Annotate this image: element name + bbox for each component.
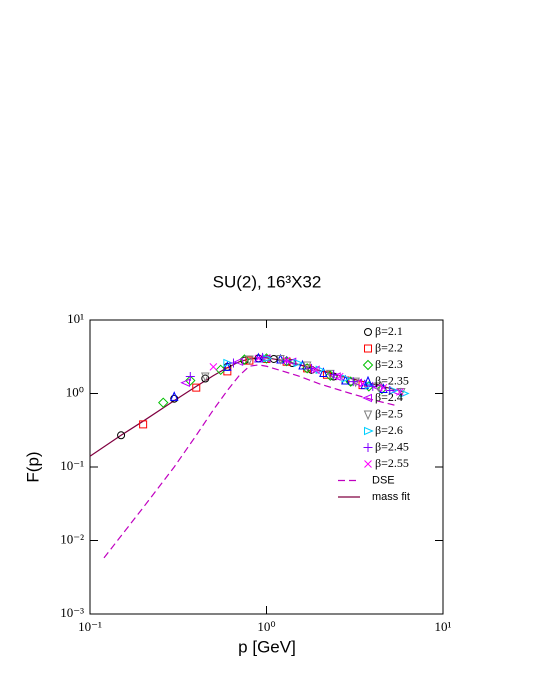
y-axis-label: F(p) bbox=[23, 451, 42, 482]
legend-marker bbox=[364, 344, 372, 353]
data-point bbox=[281, 356, 292, 367]
data-point bbox=[319, 367, 328, 378]
data-point bbox=[293, 358, 304, 368]
legend-label: β=2.4 bbox=[375, 390, 403, 404]
legend-marker bbox=[364, 460, 372, 468]
data-point bbox=[223, 361, 232, 371]
y-tick-label: 10¹ bbox=[67, 311, 84, 326]
x-axis-label: p [GeV] bbox=[238, 637, 296, 656]
data-point bbox=[185, 372, 195, 382]
data-point bbox=[245, 356, 254, 365]
y-tick-label: 10⁻³ bbox=[60, 605, 84, 620]
legend-marker bbox=[363, 443, 373, 452]
chart-title: SU(2), 16³X32 bbox=[213, 272, 322, 291]
legend-label: β=2.1 bbox=[375, 324, 403, 338]
curve bbox=[103, 364, 398, 559]
y-tick-label: 10⁻¹ bbox=[60, 458, 84, 473]
legend-label: β=2.2 bbox=[375, 340, 403, 354]
legend-label: β=2.3 bbox=[375, 357, 403, 371]
data-point bbox=[228, 358, 238, 368]
data-point bbox=[233, 357, 244, 367]
data-point bbox=[185, 375, 196, 386]
data-point bbox=[368, 381, 378, 391]
legend-marker bbox=[364, 426, 374, 436]
legend-label: DSE bbox=[372, 474, 395, 486]
legend-marker bbox=[363, 410, 373, 421]
data-point bbox=[329, 370, 339, 380]
data-point bbox=[117, 431, 126, 440]
data-point bbox=[245, 355, 254, 366]
y-tick-label: 10⁻² bbox=[60, 531, 84, 546]
legend-marker bbox=[363, 375, 373, 386]
data-point bbox=[215, 364, 226, 376]
data-point bbox=[379, 383, 388, 392]
data-point bbox=[348, 377, 358, 387]
legend-marker bbox=[363, 328, 373, 336]
legend-marker bbox=[362, 393, 372, 403]
legend-label: β=2.35 bbox=[375, 373, 409, 387]
data-point bbox=[269, 354, 278, 363]
data-point bbox=[276, 354, 285, 365]
legend-label: β=2.45 bbox=[375, 439, 409, 453]
legend-label: β=2.6 bbox=[375, 423, 403, 437]
data-point bbox=[301, 363, 313, 374]
data-point bbox=[335, 372, 344, 381]
data-point bbox=[169, 391, 179, 401]
legend-label: β=2.55 bbox=[375, 456, 409, 470]
data-point bbox=[282, 356, 291, 365]
y-tick-label: 10⁰ bbox=[66, 384, 84, 399]
data-point bbox=[311, 365, 320, 374]
legend-marker bbox=[362, 359, 374, 371]
data-point bbox=[254, 352, 263, 363]
data-point bbox=[223, 358, 234, 368]
data-point bbox=[358, 380, 367, 388]
data-point bbox=[239, 354, 250, 365]
data-point bbox=[201, 372, 210, 383]
data-point bbox=[286, 357, 297, 367]
data-point bbox=[158, 397, 169, 408]
x-tick-label: 10⁰ bbox=[257, 619, 275, 634]
data-point bbox=[192, 383, 201, 392]
legend-label: mass fit bbox=[372, 491, 410, 503]
data-point bbox=[254, 354, 263, 363]
data-point bbox=[180, 378, 191, 388]
data-point bbox=[223, 367, 232, 376]
x-tick-label: 10⁻¹ bbox=[78, 619, 102, 634]
data-point bbox=[399, 389, 410, 398]
data-point bbox=[139, 420, 148, 429]
x-tick-label: 10¹ bbox=[435, 619, 452, 634]
data-point bbox=[298, 359, 307, 370]
data-point bbox=[396, 388, 404, 396]
legend-label: β=2.5 bbox=[375, 406, 403, 420]
data-point bbox=[209, 363, 218, 371]
data-point bbox=[302, 361, 312, 372]
